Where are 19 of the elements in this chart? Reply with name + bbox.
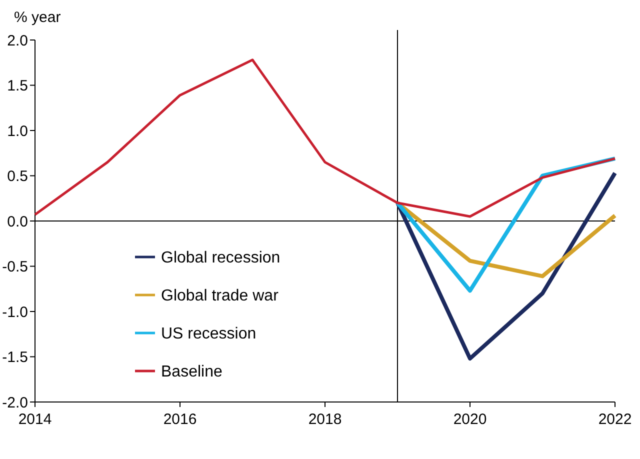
- y-tick-label: -1.0: [2, 304, 28, 321]
- legend-label: Global recession: [161, 250, 280, 267]
- x-tick-label: 2020: [453, 411, 487, 428]
- y-tick-label: -1.5: [2, 349, 28, 366]
- y-tick-label: 1.5: [7, 78, 28, 94]
- x-tick-label: 2022: [598, 411, 632, 428]
- legend-label: Global trade war: [161, 288, 280, 305]
- y-axis-title: % year: [14, 9, 61, 26]
- y-tick-label: 2.0: [7, 32, 28, 50]
- y-tick-label: 0.0: [7, 213, 28, 230]
- x-tick-label: 2014: [18, 411, 52, 428]
- y-tick-label: 1.0: [7, 122, 28, 140]
- legend-label: US recession: [161, 326, 256, 343]
- x-tick-label: 2016: [163, 411, 197, 428]
- y-tick-label: -0.5: [2, 258, 28, 276]
- y-tick-label: 0.5: [7, 168, 28, 185]
- x-tick-label: 2018: [308, 411, 342, 428]
- legend-label: Baseline: [161, 364, 222, 381]
- y-tick-label: -2.0: [2, 394, 28, 412]
